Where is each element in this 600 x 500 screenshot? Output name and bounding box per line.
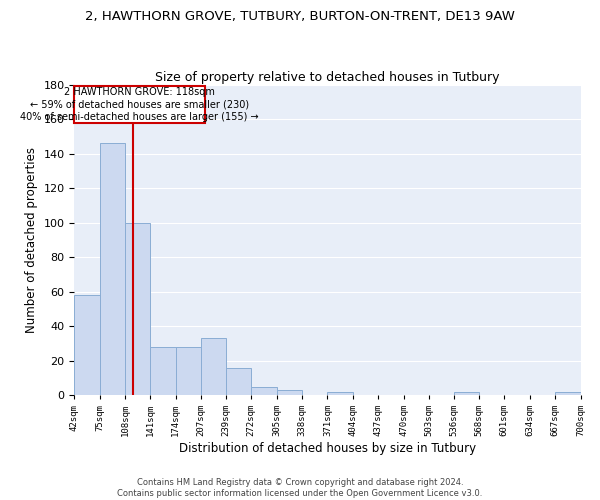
Bar (226, 368, 251, 395)
Bar (74, 295, 100, 395)
Bar (454, 392, 479, 395)
Text: 40% of semi-detached houses are larger (155) →: 40% of semi-detached houses are larger (… (20, 112, 259, 122)
Bar (251, 386, 277, 395)
Bar (151, 347, 176, 395)
Text: Contains HM Land Registry data © Crown copyright and database right 2024.
Contai: Contains HM Land Registry data © Crown c… (118, 478, 482, 498)
Bar (201, 338, 226, 395)
Title: Size of property relative to detached houses in Tutbury: Size of property relative to detached ho… (155, 70, 500, 84)
Bar (125, 222, 151, 395)
Bar (555, 392, 581, 395)
Text: 2 HAWTHORN GROVE: 118sqm: 2 HAWTHORN GROVE: 118sqm (64, 88, 215, 98)
X-axis label: Distribution of detached houses by size in Tutbury: Distribution of detached houses by size … (179, 442, 476, 455)
Text: 2, HAWTHORN GROVE, TUTBURY, BURTON-ON-TRENT, DE13 9AW: 2, HAWTHORN GROVE, TUTBURY, BURTON-ON-TR… (85, 10, 515, 23)
Text: ← 59% of detached houses are smaller (230): ← 59% of detached houses are smaller (23… (30, 100, 249, 110)
Y-axis label: Number of detached properties: Number of detached properties (25, 147, 38, 333)
Bar (74, 86, 205, 122)
Bar (277, 390, 302, 395)
Bar (176, 347, 201, 395)
Bar (328, 392, 353, 395)
Bar (100, 144, 125, 395)
